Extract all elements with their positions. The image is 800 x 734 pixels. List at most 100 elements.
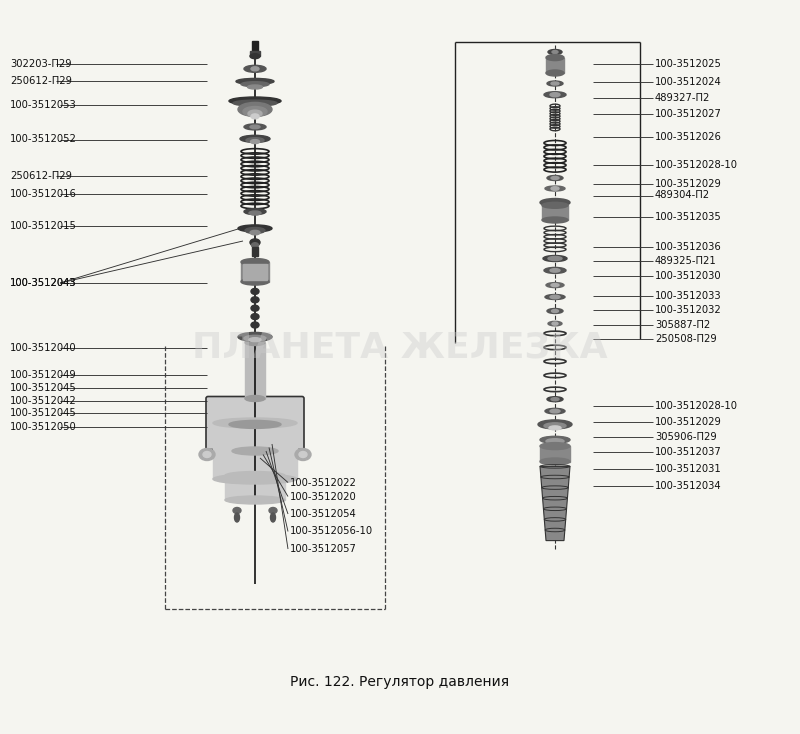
Ellipse shape bbox=[538, 420, 572, 429]
Text: 250612-П29: 250612-П29 bbox=[10, 76, 72, 87]
Ellipse shape bbox=[250, 126, 260, 128]
Ellipse shape bbox=[203, 451, 211, 457]
Ellipse shape bbox=[234, 513, 239, 522]
Ellipse shape bbox=[550, 295, 560, 299]
Ellipse shape bbox=[238, 225, 272, 232]
Text: 100-3512056-10: 100-3512056-10 bbox=[290, 526, 373, 537]
Ellipse shape bbox=[546, 439, 564, 443]
Ellipse shape bbox=[299, 451, 307, 457]
Text: 100-3512029: 100-3512029 bbox=[655, 417, 722, 426]
Ellipse shape bbox=[199, 448, 215, 460]
Ellipse shape bbox=[249, 338, 261, 342]
Text: 100-3512052: 100-3512052 bbox=[10, 134, 77, 145]
Ellipse shape bbox=[243, 106, 267, 117]
Ellipse shape bbox=[549, 426, 561, 430]
Ellipse shape bbox=[246, 138, 264, 142]
Ellipse shape bbox=[244, 208, 266, 214]
Ellipse shape bbox=[270, 513, 275, 522]
Ellipse shape bbox=[551, 283, 559, 286]
Ellipse shape bbox=[244, 124, 266, 130]
Ellipse shape bbox=[295, 448, 311, 460]
Ellipse shape bbox=[251, 243, 258, 247]
Ellipse shape bbox=[540, 458, 570, 465]
Text: 100-3512026: 100-3512026 bbox=[655, 132, 722, 142]
Text: 100-3512032: 100-3512032 bbox=[655, 305, 722, 315]
Polygon shape bbox=[540, 466, 570, 541]
Text: 100-3512057: 100-3512057 bbox=[290, 544, 357, 554]
Text: 100-3512037: 100-3512037 bbox=[655, 448, 722, 457]
Ellipse shape bbox=[225, 496, 285, 504]
Bar bbox=[542, 206, 568, 220]
Text: 305887-П2: 305887-П2 bbox=[655, 320, 710, 330]
Ellipse shape bbox=[233, 507, 241, 514]
Text: 100-3512028-10: 100-3512028-10 bbox=[655, 161, 738, 170]
Ellipse shape bbox=[213, 474, 297, 484]
Ellipse shape bbox=[545, 408, 565, 414]
Ellipse shape bbox=[245, 228, 265, 233]
Ellipse shape bbox=[233, 100, 277, 106]
Bar bbox=[225, 476, 285, 500]
Text: 100-3512031: 100-3512031 bbox=[655, 463, 722, 473]
Ellipse shape bbox=[542, 217, 568, 223]
Text: 302203-П29: 302203-П29 bbox=[10, 59, 72, 69]
Ellipse shape bbox=[250, 54, 260, 59]
Text: 100-3512036: 100-3512036 bbox=[655, 241, 722, 252]
Ellipse shape bbox=[548, 49, 562, 54]
Text: 305906-П29: 305906-П29 bbox=[655, 432, 717, 442]
Ellipse shape bbox=[241, 258, 269, 266]
Text: 489304-П2: 489304-П2 bbox=[655, 191, 710, 200]
Ellipse shape bbox=[250, 239, 260, 246]
Ellipse shape bbox=[241, 278, 269, 285]
Text: 100-3512043: 100-3512043 bbox=[10, 278, 77, 288]
Ellipse shape bbox=[546, 70, 564, 76]
Text: 100-3512040: 100-3512040 bbox=[10, 343, 77, 353]
Ellipse shape bbox=[550, 410, 560, 413]
Text: 100-3512027: 100-3512027 bbox=[655, 109, 722, 119]
Text: 250612-П29: 250612-П29 bbox=[10, 171, 72, 181]
Ellipse shape bbox=[241, 81, 269, 87]
Text: 100-3512033: 100-3512033 bbox=[655, 291, 722, 301]
FancyBboxPatch shape bbox=[206, 396, 304, 449]
Ellipse shape bbox=[544, 423, 566, 429]
Text: 100-3512045: 100-3512045 bbox=[10, 408, 77, 418]
Ellipse shape bbox=[245, 340, 265, 346]
Ellipse shape bbox=[548, 256, 562, 261]
Bar bbox=[243, 264, 267, 280]
Ellipse shape bbox=[229, 421, 281, 429]
Text: 489325-П21: 489325-П21 bbox=[655, 256, 717, 266]
Ellipse shape bbox=[250, 139, 259, 144]
Text: 100-3512030: 100-3512030 bbox=[655, 271, 722, 281]
Ellipse shape bbox=[232, 447, 278, 455]
Ellipse shape bbox=[551, 398, 559, 401]
Ellipse shape bbox=[547, 81, 563, 86]
Ellipse shape bbox=[551, 82, 559, 85]
Text: 100-3512025: 100-3512025 bbox=[655, 59, 722, 69]
Text: 489327-П2: 489327-П2 bbox=[655, 93, 710, 103]
Ellipse shape bbox=[213, 418, 297, 428]
Ellipse shape bbox=[551, 176, 559, 180]
Ellipse shape bbox=[244, 65, 266, 73]
Ellipse shape bbox=[545, 294, 565, 299]
Text: 100-3512045: 100-3512045 bbox=[10, 383, 77, 393]
Bar bbox=[241, 262, 269, 282]
Text: 100-3512022: 100-3512022 bbox=[290, 478, 357, 487]
Ellipse shape bbox=[546, 54, 564, 61]
Ellipse shape bbox=[247, 85, 262, 89]
Text: 100-3512015: 100-3512015 bbox=[10, 221, 77, 230]
Ellipse shape bbox=[251, 322, 259, 328]
Ellipse shape bbox=[552, 322, 558, 325]
Text: ПЛАНЕТА ЖЕЛЕЗКА: ПЛАНЕТА ЖЕЛЕЗКА bbox=[192, 330, 608, 364]
Ellipse shape bbox=[544, 92, 566, 98]
Text: 100-3512053: 100-3512053 bbox=[10, 100, 77, 109]
Bar bbox=[540, 446, 570, 462]
Ellipse shape bbox=[547, 308, 563, 313]
Text: 100-3512043: 100-3512043 bbox=[10, 278, 77, 288]
Ellipse shape bbox=[547, 175, 563, 181]
Ellipse shape bbox=[540, 443, 570, 450]
Text: 100-3512054: 100-3512054 bbox=[290, 509, 357, 519]
Ellipse shape bbox=[550, 92, 560, 97]
Ellipse shape bbox=[250, 230, 260, 235]
Bar bbox=[250, 51, 260, 57]
Ellipse shape bbox=[238, 103, 272, 117]
Ellipse shape bbox=[251, 313, 259, 319]
